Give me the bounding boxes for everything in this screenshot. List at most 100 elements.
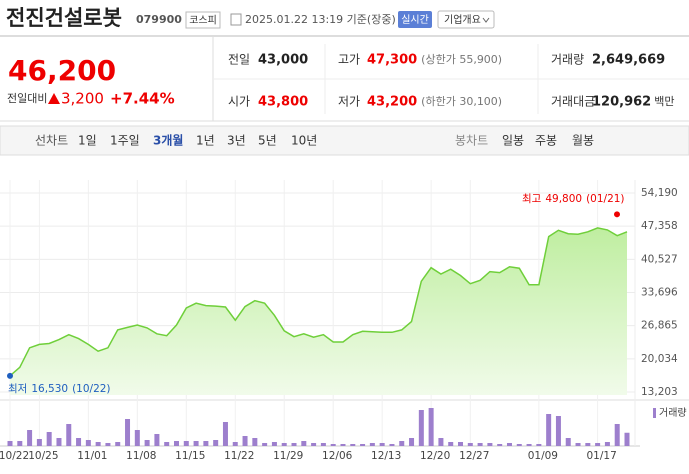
volume-bar bbox=[252, 438, 258, 446]
volume-bar bbox=[575, 443, 581, 446]
period-tab[interactable]: 1년 bbox=[196, 134, 215, 148]
tab-bar bbox=[0, 125, 689, 156]
x-tick-label: 11/22 bbox=[224, 450, 254, 462]
high-label: 최고 bbox=[522, 193, 542, 205]
tab-group-label: 봉차트 bbox=[455, 134, 488, 148]
volume-bar bbox=[477, 443, 483, 446]
volume-bar bbox=[271, 442, 277, 446]
volume-bar bbox=[36, 439, 42, 446]
stat-label: 거래량 bbox=[551, 53, 584, 67]
volume-bar bbox=[536, 444, 542, 446]
period-tab[interactable]: 3년 bbox=[227, 134, 246, 148]
volume-bar bbox=[232, 442, 238, 446]
volume-bar bbox=[242, 436, 248, 446]
stat-label: 저가 bbox=[338, 95, 360, 109]
calendar-icon bbox=[230, 13, 242, 26]
volume-bar bbox=[56, 438, 62, 446]
volume-bar bbox=[95, 442, 101, 446]
volume-bar bbox=[448, 442, 454, 446]
volume-bar bbox=[389, 444, 395, 446]
volume-bar bbox=[360, 444, 366, 446]
y-tick-label: 33,696 bbox=[641, 287, 678, 299]
period-tab[interactable]: 5년 bbox=[258, 134, 277, 148]
high-marker bbox=[614, 211, 620, 218]
volume-bar bbox=[46, 432, 52, 446]
volume-bar bbox=[173, 441, 179, 446]
stock-code: 079900 bbox=[136, 13, 182, 26]
volume-bar bbox=[546, 414, 552, 446]
x-tick-label: 01/17 bbox=[586, 450, 616, 462]
volume-bar bbox=[183, 441, 189, 446]
x-tick-label: 01/09 bbox=[528, 450, 558, 462]
volume-bar bbox=[291, 443, 297, 446]
x-tick-label: 11/08 bbox=[126, 450, 156, 462]
volume-bar bbox=[301, 441, 307, 446]
realtime-button[interactable] bbox=[398, 11, 432, 28]
x-tick-label: 12/20 bbox=[420, 450, 450, 462]
y-tick-label: 26,865 bbox=[641, 320, 678, 332]
company-button[interactable] bbox=[437, 10, 495, 29]
change-label: 전일대비 bbox=[7, 91, 47, 105]
candle-tab[interactable]: 주봉 bbox=[535, 134, 557, 148]
stat-value: 2,649,669 bbox=[592, 53, 665, 68]
volume-bar bbox=[115, 442, 121, 446]
volume-bar bbox=[154, 434, 160, 446]
period-tab[interactable]: 3개월 bbox=[153, 133, 183, 148]
volume-bar bbox=[76, 438, 82, 446]
volume-bar bbox=[418, 410, 424, 446]
volume-bar bbox=[595, 443, 601, 446]
candle-tab[interactable]: 일봉 bbox=[502, 134, 524, 148]
stat-label: 시가 bbox=[228, 95, 250, 109]
up-arrow bbox=[48, 93, 60, 104]
volume-bar bbox=[213, 440, 219, 446]
volume-bar bbox=[438, 438, 444, 446]
low-date: (10/22) bbox=[72, 383, 110, 395]
volume-bar bbox=[144, 440, 150, 446]
volume-bar bbox=[340, 444, 346, 446]
volume-bar bbox=[409, 438, 415, 446]
timestamp: 2025.01.22 13:19 기준(장중) bbox=[245, 13, 396, 26]
change: 3,200 bbox=[61, 90, 104, 108]
low-label: 최저 bbox=[8, 383, 27, 395]
volume-bar bbox=[379, 443, 385, 446]
volume-bar bbox=[614, 424, 620, 446]
volume-bar bbox=[281, 443, 287, 446]
stat-label: 전일 bbox=[228, 53, 250, 67]
volume-bar bbox=[516, 444, 522, 446]
price: 46,200 bbox=[8, 54, 116, 87]
volume-bar bbox=[399, 441, 405, 446]
volume-bar bbox=[506, 443, 512, 446]
volume-bar bbox=[604, 442, 610, 446]
volume-bar bbox=[7, 441, 13, 446]
candle-tab[interactable]: 월봉 bbox=[572, 134, 594, 148]
volume-bar bbox=[369, 443, 375, 446]
market-label: 코스피 bbox=[189, 15, 217, 27]
period-tab[interactable]: 10년 bbox=[291, 134, 317, 148]
volume-bar bbox=[555, 416, 561, 446]
high-annotation: 최고 49,800 (01/21) bbox=[522, 193, 625, 205]
stat-value: 43,000 bbox=[258, 53, 308, 68]
stat-unit: 백만 bbox=[654, 95, 674, 108]
low-value_label: 16,530 bbox=[31, 383, 68, 395]
volume-bar bbox=[320, 443, 326, 446]
volume-bar bbox=[193, 441, 199, 446]
period-tab[interactable]: 1주일 bbox=[110, 134, 140, 148]
volume-bar bbox=[497, 444, 503, 446]
volume-bar bbox=[585, 443, 591, 446]
volume-bar bbox=[458, 442, 464, 446]
legend-label: 거래량 bbox=[659, 407, 687, 419]
y-tick-label: 20,034 bbox=[641, 353, 678, 365]
market-badge bbox=[185, 11, 221, 29]
stat-value: 120,962 bbox=[592, 95, 651, 110]
stat-value: 43,800 bbox=[258, 95, 308, 110]
period-tab[interactable]: 1일 bbox=[78, 134, 97, 148]
stat-note: (상한가 55,900) bbox=[421, 53, 502, 66]
stat-note: (하한가 30,100) bbox=[421, 94, 502, 108]
x-tick-label: 11/29 bbox=[273, 450, 303, 462]
volume-bar bbox=[311, 443, 317, 446]
change-pct: +7.44% bbox=[110, 90, 175, 108]
price-line bbox=[9, 227, 628, 377]
x-tick-label: 12/13 bbox=[371, 450, 401, 462]
x-tick-label: 10/25 bbox=[28, 450, 58, 462]
volume-bar bbox=[17, 441, 23, 446]
